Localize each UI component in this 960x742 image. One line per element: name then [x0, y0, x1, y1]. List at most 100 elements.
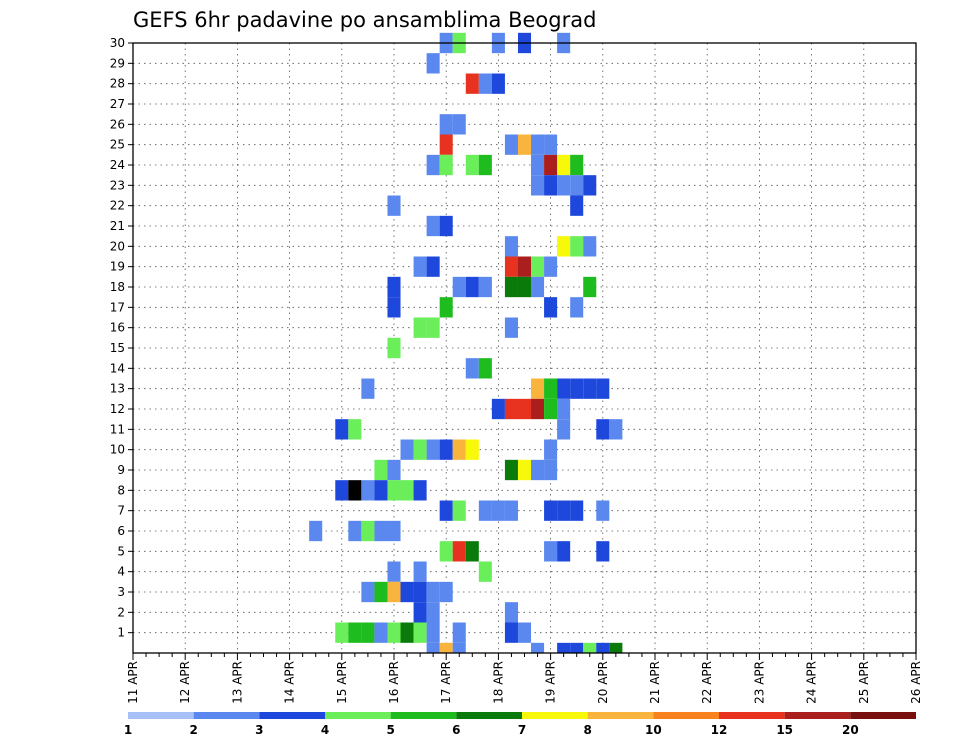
heatmap-cell — [504, 500, 518, 521]
heatmap-cell — [335, 622, 349, 643]
y-tick-label: 29 — [110, 56, 125, 70]
heatmap-cell — [426, 602, 440, 623]
x-tick-label: 23 APR — [752, 661, 766, 704]
colorbar-segment — [128, 712, 194, 719]
y-tick-label: 6 — [117, 524, 125, 538]
heatmap-cell — [465, 439, 479, 460]
colorbar-segment — [390, 712, 457, 719]
colorbar-label: 3 — [255, 723, 263, 737]
x-tick-label: 20 APR — [596, 661, 610, 704]
heatmap-cell — [426, 154, 440, 176]
heatmap-cell — [570, 236, 584, 257]
heatmap-cell — [426, 215, 440, 237]
x-tick-label: 15 APR — [335, 661, 349, 704]
y-tick-label: 28 — [110, 77, 125, 91]
colorbar-label: 15 — [776, 723, 793, 737]
heatmap-cell — [465, 73, 479, 94]
colorbar-label: 6 — [452, 723, 460, 737]
heatmap-cells — [309, 32, 623, 653]
heatmap-cell — [531, 398, 545, 420]
y-tick-label: 17 — [110, 300, 125, 314]
heatmap-cell — [387, 520, 401, 542]
colorbar-segment — [784, 712, 851, 719]
heatmap-cell — [335, 419, 349, 440]
heatmap-cell — [400, 622, 414, 643]
y-tick-label: 4 — [117, 565, 125, 579]
heatmap-cell — [413, 561, 427, 582]
x-tick-label: 12 APR — [178, 661, 192, 704]
heatmap-cell — [439, 215, 453, 237]
heatmap-cell — [439, 297, 453, 318]
colorbar-label: 4 — [321, 723, 329, 737]
heatmap-cell — [570, 175, 584, 196]
colorbar-segment — [193, 712, 260, 719]
heatmap-cell — [426, 439, 440, 460]
heatmap-cell — [557, 541, 571, 562]
heatmap-cell — [400, 581, 414, 603]
y-tick-label: 15 — [110, 341, 125, 355]
heatmap-cell — [439, 134, 453, 155]
heatmap-cell — [452, 114, 466, 135]
heatmap-cell — [596, 378, 610, 399]
heatmap-cell — [439, 439, 453, 460]
heatmap-cell — [478, 73, 492, 94]
heatmap-cell — [557, 236, 571, 257]
colorbar-segment — [325, 712, 391, 719]
heatmap-cell — [413, 439, 427, 460]
y-tick-label: 26 — [110, 117, 125, 131]
heatmap-cell — [544, 439, 558, 460]
x-axis: 11 APR 12 APR 13 APR 14 APR 15 APR 16 APR 17 A… — [126, 653, 923, 704]
heatmap-cell — [596, 642, 610, 653]
heatmap-cell — [361, 480, 375, 501]
heatmap-cell — [361, 520, 375, 542]
heatmap-cell — [348, 419, 362, 440]
heatmap-cell — [387, 561, 401, 582]
heatmap-cell — [439, 154, 453, 176]
heatmap-cell — [387, 459, 401, 481]
heatmap-cell — [426, 622, 440, 643]
y-tick-label: 19 — [110, 260, 125, 274]
heatmap-cell — [426, 256, 440, 277]
colorbar-label: 8 — [583, 723, 591, 737]
heatmap-cell — [439, 541, 453, 562]
heatmap-cell — [596, 419, 610, 440]
heatmap-cell — [544, 459, 558, 481]
heatmap-cell — [374, 581, 388, 603]
heatmap-cell — [504, 236, 518, 257]
y-tick-label: 3 — [117, 585, 125, 599]
heatmap-cell — [583, 175, 597, 196]
heatmap-cell — [374, 459, 388, 481]
heatmap-cell — [531, 276, 545, 298]
colorbar-label: 20 — [842, 723, 859, 737]
heatmap-cell — [609, 419, 623, 440]
colorbar-label: 5 — [386, 723, 394, 737]
heatmap-cell — [400, 480, 414, 501]
heatmap-cell — [465, 154, 479, 176]
heatmap-cell — [517, 622, 532, 643]
heatmap-cell — [478, 154, 492, 176]
heatmap-cell — [361, 581, 375, 603]
heatmap-cell — [439, 642, 453, 653]
heatmap-cell — [387, 276, 401, 298]
heatmap-cell — [452, 276, 466, 298]
x-tick-label: 16 APR — [387, 661, 401, 704]
heatmap-cell — [400, 439, 414, 460]
x-tick-label: 14 APR — [283, 661, 297, 704]
y-tick-label: 23 — [110, 178, 125, 192]
heatmap-cell — [452, 622, 466, 643]
heatmap-cell — [387, 581, 401, 603]
heatmap-cell — [361, 378, 375, 399]
x-tick-label: 17 APR — [439, 661, 453, 704]
heatmap-cell — [557, 500, 571, 521]
y-tick-label: 16 — [110, 321, 125, 335]
heatmap-cell — [557, 154, 571, 176]
colorbar-label: 7 — [518, 723, 526, 737]
heatmap-cell — [517, 398, 532, 420]
heatmap-cell — [426, 642, 440, 653]
heatmap-cell — [544, 398, 558, 420]
heatmap-cell — [531, 378, 545, 399]
heatmap-cell — [361, 622, 375, 643]
y-tick-label: 12 — [110, 402, 125, 416]
heatmap-cell — [452, 541, 466, 562]
heatmap-cell — [413, 256, 427, 277]
